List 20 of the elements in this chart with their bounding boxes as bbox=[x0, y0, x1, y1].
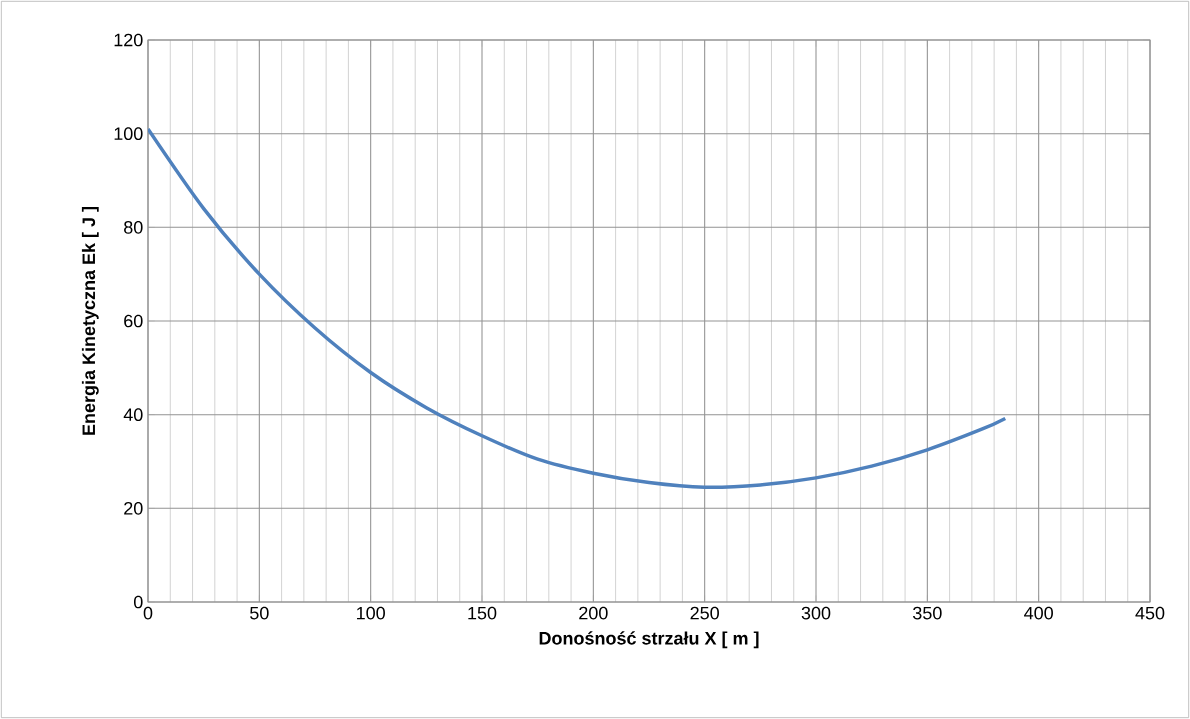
x-axis-title: Donośność strzału X [ m ] bbox=[539, 631, 759, 649]
y-tick-label: 20 bbox=[124, 501, 143, 515]
x-tick-label: 50 bbox=[250, 606, 269, 620]
x-tick-label: 200 bbox=[579, 606, 608, 620]
x-tick-label: 400 bbox=[1024, 606, 1053, 620]
x-tick-label: 300 bbox=[801, 606, 831, 620]
x-tick-label: 250 bbox=[690, 606, 719, 620]
x-tick-label: 100 bbox=[357, 606, 385, 620]
y-tick-label: 100 bbox=[114, 127, 143, 141]
y-tick-label: 60 bbox=[124, 314, 143, 328]
x-tick-label: 350 bbox=[913, 606, 942, 620]
x-tick-label: 450 bbox=[1135, 606, 1165, 620]
x-tick-label: 0 bbox=[143, 606, 153, 620]
y-tick-label: 0 bbox=[133, 595, 143, 609]
y-tick-label: 80 bbox=[124, 220, 143, 234]
y-tick-label: 40 bbox=[123, 408, 143, 422]
x-tick-label: 150 bbox=[468, 606, 497, 620]
y-tick-label: 120 bbox=[114, 33, 143, 47]
y-axis-title: Energia Kinetyczna Ek [ J ] bbox=[81, 207, 99, 435]
line-series bbox=[148, 127, 1008, 490]
